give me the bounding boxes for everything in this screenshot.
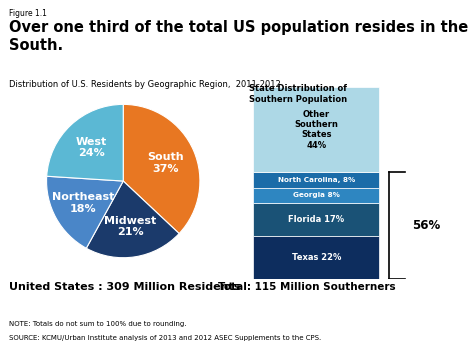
Text: Figure 1.1: Figure 1.1 bbox=[9, 9, 47, 18]
Wedge shape bbox=[47, 104, 123, 181]
Bar bbox=[254, 203, 379, 236]
Text: United States : 309 Million Residents: United States : 309 Million Residents bbox=[9, 282, 241, 292]
Text: North Carolina, 8%: North Carolina, 8% bbox=[278, 177, 355, 183]
Text: State Distribution of
Southern Population: State Distribution of Southern Populatio… bbox=[249, 84, 347, 104]
Wedge shape bbox=[86, 181, 179, 258]
Wedge shape bbox=[46, 176, 123, 248]
Bar bbox=[254, 236, 379, 279]
Text: FOUNDATION: FOUNDATION bbox=[416, 348, 445, 352]
Text: SOURCE: KCMU/Urban Institute analysis of 2013 and 2012 ASEC Supplements to the C: SOURCE: KCMU/Urban Institute analysis of… bbox=[9, 335, 322, 342]
Bar bbox=[254, 87, 379, 172]
Text: Over one third of the total US population resides in the
South.: Over one third of the total US populatio… bbox=[9, 20, 469, 53]
Text: Other
Southern
States
44%: Other Southern States 44% bbox=[294, 110, 338, 150]
Text: Northeast
18%: Northeast 18% bbox=[52, 192, 114, 214]
Text: Georgia 8%: Georgia 8% bbox=[293, 192, 340, 198]
Text: 56%: 56% bbox=[412, 219, 441, 232]
Text: Florida 17%: Florida 17% bbox=[288, 215, 345, 224]
Text: FAMILY: FAMILY bbox=[415, 340, 445, 349]
Text: West
24%: West 24% bbox=[76, 137, 108, 158]
Text: Distribution of U.S. Residents by Geographic Region,  2011-2012: Distribution of U.S. Residents by Geogra… bbox=[9, 80, 281, 89]
Text: THE HENRY J.: THE HENRY J. bbox=[416, 324, 445, 328]
Bar bbox=[254, 172, 379, 188]
Wedge shape bbox=[123, 104, 200, 234]
Text: South
37%: South 37% bbox=[147, 152, 184, 174]
Text: Texas 22%: Texas 22% bbox=[292, 253, 341, 262]
Bar bbox=[254, 188, 379, 203]
Text: Midwest
21%: Midwest 21% bbox=[104, 216, 156, 237]
Text: KAISER: KAISER bbox=[415, 332, 446, 341]
Text: Total: 115 Million Southerners: Total: 115 Million Southerners bbox=[218, 282, 396, 292]
Text: NOTE: Totals do not sum to 100% due to rounding.: NOTE: Totals do not sum to 100% due to r… bbox=[9, 321, 187, 327]
